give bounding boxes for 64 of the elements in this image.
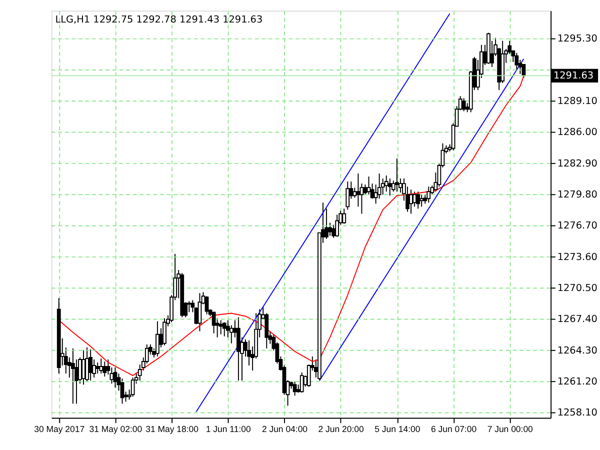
x-tick-label: 1 Jun 11:00	[206, 424, 251, 434]
candlestick	[218, 320, 223, 335]
candlestick	[102, 360, 107, 378]
candlestick	[99, 358, 104, 374]
y-tick-label: 1286.00	[557, 127, 598, 138]
candlestick	[113, 367, 118, 388]
candlestick	[236, 316, 240, 382]
candlestick	[222, 322, 226, 337]
y-tick-label: 1258.10	[557, 408, 598, 419]
x-tick-label: 31 May 18:00	[146, 424, 199, 434]
candlestick	[71, 348, 75, 404]
candlestick	[187, 300, 192, 313]
candlestick	[162, 318, 166, 346]
y-tick-label: 1295.30	[557, 34, 598, 45]
x-tick-label: 7 Jun 00:00	[487, 424, 534, 434]
candlestick	[204, 296, 209, 315]
candlestick	[356, 173, 360, 208]
candlestick	[156, 320, 160, 357]
candlestick	[229, 324, 234, 344]
candlestick	[198, 292, 202, 332]
y-tick-label: 1270.50	[557, 283, 598, 294]
x-tick-label: 2 Jun 04:00	[262, 424, 308, 434]
candlestick	[388, 178, 392, 196]
y-tick-label: 1267.40	[557, 314, 598, 326]
y-tick-label: 1273.60	[557, 252, 598, 263]
candlestick	[366, 176, 371, 196]
candlestick	[292, 381, 297, 396]
candlestick	[300, 372, 304, 394]
chart-title: LLG,H1 1292.75 1292.78 1291.43 1291.63	[55, 14, 263, 26]
line-series	[58, 76, 524, 376]
x-tick-label: 30 May 2017	[34, 424, 85, 434]
candlestick	[82, 350, 86, 386]
x-tick-label: 6 Jun 07:00	[430, 424, 477, 434]
candlestick	[264, 312, 269, 349]
candlestick	[384, 175, 388, 192]
candlestick	[409, 189, 413, 214]
candlestick	[462, 98, 466, 112]
y-tick-label: 1261.20	[557, 376, 598, 388]
candlestick	[412, 191, 416, 208]
candlestick	[377, 173, 382, 200]
candlestick	[420, 194, 424, 208]
y-tick-label: 1279.80	[557, 190, 598, 201]
x-tick-label: 5 Jun 14:00	[374, 424, 420, 434]
candlestick	[88, 348, 92, 382]
candlestick	[346, 181, 350, 210]
candlestick	[85, 346, 89, 382]
ref-line-label: 1291.63	[553, 70, 594, 82]
candlestick	[416, 191, 420, 210]
candlestick	[426, 186, 431, 204]
x-tick-label: 31 May 02:00	[89, 424, 142, 434]
candlestick	[332, 224, 336, 238]
y-tick-label: 1282.90	[557, 158, 598, 170]
candlestick	[328, 222, 332, 236]
candlestick	[394, 158, 399, 192]
candlestick	[335, 214, 340, 238]
x-tick-label: 2 Jun 20:00	[318, 424, 364, 434]
candlestick	[212, 312, 216, 334]
y-tick-label: 1289.10	[557, 96, 598, 108]
candlestick	[130, 377, 135, 398]
y-tick-label: 1276.70	[557, 220, 598, 232]
candlestick	[514, 52, 519, 70]
candlestick	[96, 362, 100, 374]
y-tick-label: 1264.30	[557, 345, 598, 356]
candlestick	[342, 208, 346, 224]
